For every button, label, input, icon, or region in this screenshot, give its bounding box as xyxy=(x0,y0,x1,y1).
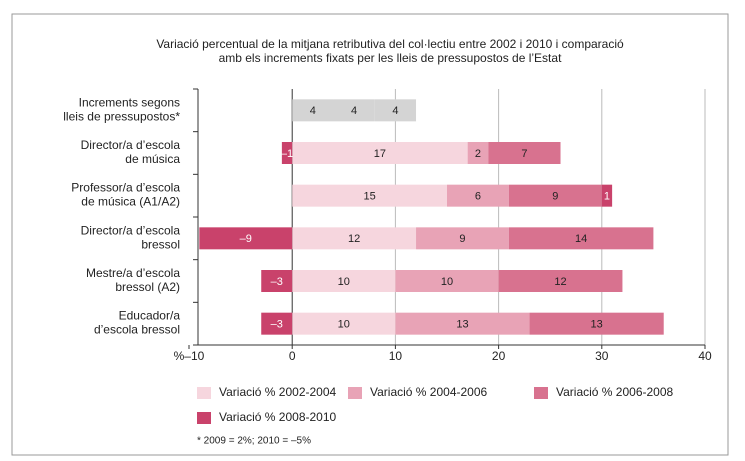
data-label: 7 xyxy=(521,148,527,160)
legend-swatch xyxy=(348,387,362,399)
data-label: 6 xyxy=(475,191,481,203)
frame xyxy=(11,13,729,456)
x-tick-label: 20 xyxy=(492,349,506,363)
legend-label: Variació % 2002-2004 xyxy=(219,385,337,399)
data-label: 4 xyxy=(351,105,357,117)
data-label: 2 xyxy=(475,148,481,160)
data-label: 10 xyxy=(338,276,350,288)
data-label: –1 xyxy=(281,148,293,160)
data-label: 1 xyxy=(604,191,610,203)
data-label: 10 xyxy=(338,319,350,331)
bar-segment xyxy=(467,142,489,164)
data-label: –3 xyxy=(271,319,283,331)
legend-label: Variació % 2004-2006 xyxy=(370,385,488,399)
bar-segment xyxy=(292,184,447,207)
y-tick-label: Professor/a d’escola de música (A1/A2) xyxy=(71,181,180,209)
bar-segment xyxy=(292,270,396,292)
data-label: 9 xyxy=(552,191,558,203)
x-tick-label: 40 xyxy=(698,349,712,363)
bar-segment xyxy=(292,227,417,250)
data-label: 12 xyxy=(348,233,360,245)
data-label: –3 xyxy=(271,276,283,288)
x-tick-label: 10 xyxy=(389,349,403,363)
data-label: 10 xyxy=(441,276,453,288)
bar-segment xyxy=(508,184,602,207)
legend-label: Variació % 2008-2010 xyxy=(219,410,337,424)
data-label: 14 xyxy=(575,233,587,245)
y-tick-label: Educador/a d’escola bressol xyxy=(94,309,180,337)
data-label: –9 xyxy=(240,233,252,245)
y-tick-label: Director/a d’escola bressol xyxy=(81,224,181,252)
bar-segment xyxy=(281,142,293,164)
bar-segment xyxy=(199,227,293,250)
bar-segment xyxy=(333,99,375,122)
x-tick-label: %–10 xyxy=(174,349,205,363)
chart-title: Variació percentual de la mitjana retrib… xyxy=(156,37,624,65)
bar-segment xyxy=(292,99,334,122)
bar-segment xyxy=(529,312,664,335)
data-label: 9 xyxy=(459,233,465,245)
y-tick-label: Mestre/a d’escola bressol (A2) xyxy=(86,266,180,294)
bar-segment xyxy=(601,184,613,207)
data-label: 17 xyxy=(374,148,386,160)
bar-segment xyxy=(395,312,530,335)
legend-label: Variació % 2006-2008 xyxy=(556,385,674,399)
bar-segment xyxy=(508,227,654,250)
bar-segment xyxy=(292,142,468,164)
x-tick-label: 0 xyxy=(289,349,296,363)
bar-segment xyxy=(374,99,417,122)
bar-segment xyxy=(292,312,396,335)
footnote: * 2009 = 2%; 2010 = –5% xyxy=(197,436,311,447)
legend-swatch xyxy=(197,412,211,424)
data-label: 4 xyxy=(392,105,398,117)
data-label: 13 xyxy=(591,319,603,331)
bar-segment xyxy=(447,184,509,207)
bar-segment xyxy=(498,270,623,292)
legend-swatch xyxy=(197,387,211,399)
data-label: 15 xyxy=(363,191,375,203)
data-label: 4 xyxy=(310,105,316,117)
data-label: 12 xyxy=(554,276,566,288)
y-tick-label: Increments segons lleis de pressupostos* xyxy=(63,96,180,124)
x-tick-label: 30 xyxy=(595,349,609,363)
bar-segment xyxy=(261,270,293,292)
y-tick-label: Director/a d’escola de música xyxy=(81,138,181,166)
bar-segment xyxy=(395,270,499,292)
data-label: 13 xyxy=(456,319,468,331)
bar-segment xyxy=(261,312,293,335)
bar-segment xyxy=(416,227,509,250)
bar-segment xyxy=(488,142,561,164)
legend-swatch xyxy=(534,387,548,399)
